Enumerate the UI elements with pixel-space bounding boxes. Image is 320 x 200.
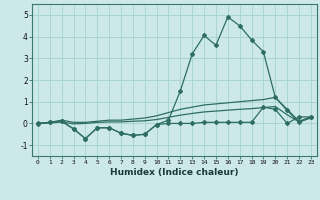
X-axis label: Humidex (Indice chaleur): Humidex (Indice chaleur) xyxy=(110,168,239,177)
